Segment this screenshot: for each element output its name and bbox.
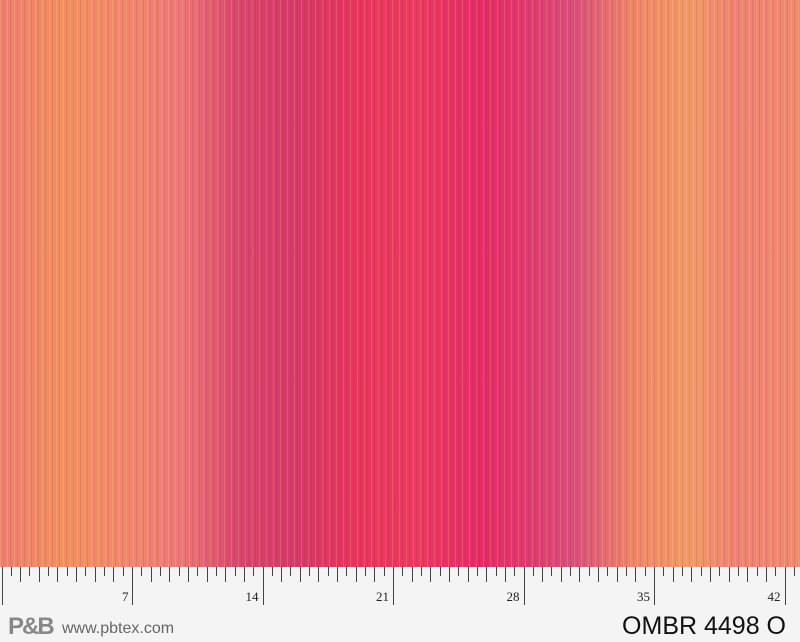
ruler-tick	[187, 567, 189, 582]
ruler-tick	[290, 567, 292, 576]
ruler-tick	[113, 567, 115, 582]
ruler-tick	[178, 567, 180, 576]
ruler-tick	[663, 567, 665, 576]
ruler-tick	[206, 567, 208, 582]
ruler-tick	[383, 567, 385, 576]
ruler-tick	[504, 567, 506, 582]
ruler-tick	[644, 567, 646, 576]
ruler-tick	[728, 567, 730, 582]
ruler-tick	[700, 567, 702, 576]
ruler-tick	[420, 567, 422, 576]
ruler-tick	[57, 567, 59, 582]
ruler-tick	[607, 567, 609, 576]
ruler-label: 42	[767, 589, 781, 604]
ruler-tick	[542, 567, 544, 582]
ruler-tick	[1, 567, 3, 605]
brand-logo: P&B	[8, 613, 55, 640]
ruler-tick	[588, 567, 590, 576]
ruler-tick	[169, 567, 171, 582]
ruler-tick	[523, 567, 525, 605]
ruler-tick	[337, 567, 339, 582]
ruler-tick	[318, 567, 320, 582]
ruler-tick	[66, 567, 68, 576]
ruler-tick	[756, 567, 758, 576]
fabric-swatch	[0, 0, 800, 567]
ruler-tick	[253, 567, 255, 576]
ruler-tick	[579, 567, 581, 582]
ruler-label: 28	[506, 589, 520, 604]
ruler-tick	[104, 567, 106, 576]
ruler-tick	[355, 567, 357, 582]
ruler-tick	[234, 567, 236, 576]
ruler-tick	[467, 567, 469, 582]
ruler-tick	[430, 567, 432, 582]
ruler-tick	[10, 567, 12, 576]
ruler-tick	[141, 567, 143, 576]
ruler-tick	[598, 567, 600, 582]
ruler-tick	[765, 567, 767, 582]
ruler-tick	[476, 567, 478, 576]
ruler-tick	[243, 567, 245, 582]
ruler-tick	[635, 567, 637, 582]
ruler-tick	[747, 567, 749, 582]
ruler-tick	[570, 567, 572, 576]
ruler-tick	[672, 567, 674, 582]
ruler-tick	[402, 567, 404, 576]
ruler-tick	[365, 567, 367, 576]
ruler-tick	[551, 567, 553, 576]
ruler-tick	[76, 567, 78, 582]
ruler-tick	[626, 567, 628, 576]
ruler-tick	[448, 567, 450, 582]
ruler-tick	[299, 567, 301, 582]
ruler-tick	[411, 567, 413, 582]
ruler: 7 14 21 28 35 42	[0, 567, 800, 612]
ruler-tick	[150, 567, 152, 582]
ruler-tick	[691, 567, 693, 582]
ruler-tick	[38, 567, 40, 582]
ruler-tick	[393, 567, 394, 605]
ruler-tick	[309, 567, 311, 576]
ruler-tick	[281, 567, 283, 582]
product-code: OMBR 4498 O	[622, 612, 786, 640]
ruler-tick	[132, 567, 133, 605]
ruler-tick	[262, 567, 264, 605]
ruler-tick	[327, 567, 329, 576]
ruler-tick	[560, 567, 562, 582]
ruler-tick	[514, 567, 516, 576]
ruler-tick	[775, 567, 777, 576]
ruler-tick	[271, 567, 273, 576]
ruler-tick	[654, 567, 655, 605]
ruler-tick	[225, 567, 227, 582]
ruler-tick	[793, 567, 795, 576]
ruler-tick	[532, 567, 534, 576]
ruler-tick	[784, 567, 786, 605]
ruler-tick	[215, 567, 217, 576]
ruler-tick	[458, 567, 460, 576]
ruler-tick	[439, 567, 441, 576]
ruler-tick	[737, 567, 739, 576]
ruler-tick	[85, 567, 87, 576]
ruler-tick	[20, 567, 22, 582]
ruler-tick	[122, 567, 124, 576]
ruler-tick	[346, 567, 348, 576]
ruler-label: 21	[376, 589, 389, 604]
ruler-label: 14	[245, 589, 259, 604]
ruler-label: 35	[637, 589, 650, 604]
ruler-tick	[495, 567, 497, 576]
ruler-tick	[374, 567, 376, 582]
ruler-label: 7	[122, 589, 129, 604]
ruler-tick	[94, 567, 96, 582]
ruler-tick	[197, 567, 199, 576]
ruler-tick	[719, 567, 721, 576]
website-url: www.pbtex.com	[62, 620, 175, 637]
ruler-tick	[616, 567, 618, 582]
ruler-tick	[709, 567, 711, 582]
ruler-tick	[159, 567, 161, 576]
ruler-tick	[48, 567, 50, 576]
ruler-tick	[29, 567, 31, 576]
ruler-tick	[486, 567, 488, 582]
ruler-tick	[681, 567, 683, 576]
